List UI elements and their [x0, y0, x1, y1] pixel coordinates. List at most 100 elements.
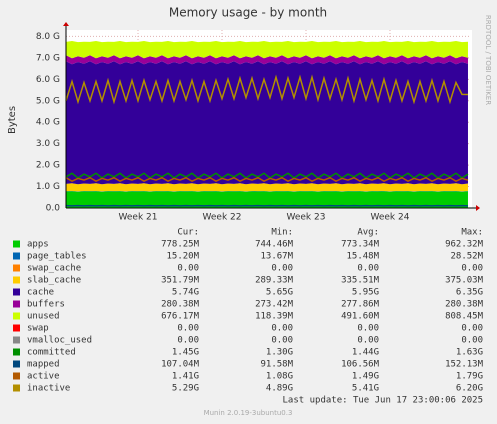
column-header: Min: [271, 228, 293, 238]
y-tick-label: 5.0 G [36, 96, 60, 106]
legend-stat: 1.41G [172, 372, 199, 382]
legend-stat: 0.00 [271, 264, 293, 274]
side-text: RRDTOOL / TOBI OETIKER [484, 15, 492, 105]
legend-label: vmalloc_used [27, 336, 92, 346]
legend-stat: 0.00 [357, 264, 379, 274]
legend-stat: 152.13M [445, 360, 484, 370]
legend-swatch [13, 240, 20, 248]
legend-stat: 351.79M [161, 276, 200, 286]
legend-swatch [13, 264, 20, 272]
line [65, 74, 469, 105]
legend-stat: 273.42M [255, 300, 294, 310]
legend-stat: 676.17M [161, 312, 200, 322]
legend-stat: 277.86M [341, 300, 380, 310]
area [66, 41, 468, 59]
y-tick-label: 8.0 G [36, 32, 60, 42]
area [66, 191, 468, 208]
legend-stat: 335.51M [341, 276, 380, 286]
legend-stat: 0.00 [461, 264, 483, 274]
legend-stat: 744.46M [255, 240, 294, 250]
legend-stat: 6.20G [456, 384, 483, 394]
legend-stat: 6.35G [456, 288, 483, 298]
legend-stat: 15.48M [346, 252, 379, 262]
legend-stat: 5.74G [172, 288, 199, 298]
legend-swatch [13, 324, 20, 332]
legend-stat: 5.41G [352, 384, 379, 394]
line [65, 172, 469, 179]
legend-swatch [13, 288, 20, 296]
legend-stat: 1.49G [352, 372, 379, 382]
legend-label: swap [27, 324, 49, 334]
legend-stat: 15.20M [166, 252, 199, 262]
legend-stat: 0.00 [461, 336, 483, 346]
legend-label: unused [27, 312, 60, 322]
legend-stat: 118.39M [255, 312, 294, 322]
column-header: Avg: [357, 228, 379, 238]
legend-stat: 1.45G [172, 348, 199, 358]
legend-stat: 773.34M [341, 240, 380, 250]
legend-stat: 5.65G [266, 288, 293, 298]
legend-label: page_tables [27, 252, 87, 262]
legend-stat: 5.95G [352, 288, 379, 298]
legend-label: swap_cache [27, 264, 81, 274]
area [66, 61, 468, 185]
legend-swatch [13, 312, 20, 320]
legend-label: mapped [27, 360, 60, 370]
legend-stat: 0.00 [177, 336, 199, 346]
y-tick-label: 2.0 G [36, 161, 60, 171]
footer: Munin 2.0.19-3ubuntu0.3 [204, 409, 293, 417]
legend-stat: 28.52M [450, 252, 483, 262]
y-tick-label: 1.0 G [36, 182, 60, 192]
legend-stat: 289.33M [255, 276, 294, 286]
legend-label: active [27, 372, 60, 382]
legend-stat: 280.38M [445, 300, 484, 310]
legend-stat: 0.00 [357, 336, 379, 346]
legend-stat: 0.00 [177, 264, 199, 274]
legend-stat: 91.58M [260, 360, 293, 370]
legend-swatch [13, 372, 20, 380]
legend-stat: 0.00 [461, 324, 483, 334]
legend-stat: 778.25M [161, 240, 200, 250]
legend-label: committed [27, 348, 76, 358]
axes: 0.0 1.0 G 2.0 G 3.0 G 4.0 G 5.0 G 6.0 G 7.0 G 8.… [36, 22, 480, 223]
y-tick-label: 3.0 G [36, 139, 60, 149]
legend-stat: 106.56M [341, 360, 380, 370]
column-header: Cur: [177, 228, 199, 238]
legend-stat: 491.60M [341, 312, 380, 322]
legend-stat: 280.38M [161, 300, 200, 310]
legend-stat: 13.67M [260, 252, 293, 262]
marks [65, 41, 469, 208]
legend-stat: 0.00 [271, 336, 293, 346]
y-tick-label: 6.0 G [36, 75, 60, 85]
legend-stat: 0.00 [271, 324, 293, 334]
legend: Cur: Min: Avg: Max: apps 778.25M 744.46M 773.34… [13, 228, 484, 394]
legend-stat: 1.08G [266, 372, 293, 382]
legend-stat: 1.44G [352, 348, 379, 358]
legend-stat: 1.63G [456, 348, 483, 358]
axis-arrow [63, 22, 69, 26]
x-tick-label: Week 22 [203, 213, 242, 223]
y-tick-label: 0.0 [46, 204, 61, 214]
area [66, 190, 468, 192]
line [65, 176, 469, 183]
area [66, 183, 468, 192]
legend-label: apps [27, 240, 49, 250]
y-axis-label: Bytes [7, 106, 18, 134]
x-tick-label: Week 24 [370, 213, 409, 223]
last-update: Last update: Tue Jun 17 23:00:06 2025 [283, 396, 483, 406]
legend-swatch [13, 336, 20, 344]
legend-stat: 0.00 [357, 324, 379, 334]
legend-swatch [13, 348, 20, 356]
legend-stat: 0.00 [177, 324, 199, 334]
legend-stat: 375.03M [445, 276, 484, 286]
y-tick-label: 4.0 G [36, 118, 60, 128]
legend-swatch [13, 276, 20, 284]
legend-swatch [13, 300, 20, 308]
legend-stat: 5.29G [172, 384, 199, 394]
axis-arrow [476, 205, 480, 211]
column-header: Max: [461, 228, 483, 238]
legend-stat: 4.89G [266, 384, 293, 394]
chart-title: Memory usage - by month [169, 6, 327, 20]
